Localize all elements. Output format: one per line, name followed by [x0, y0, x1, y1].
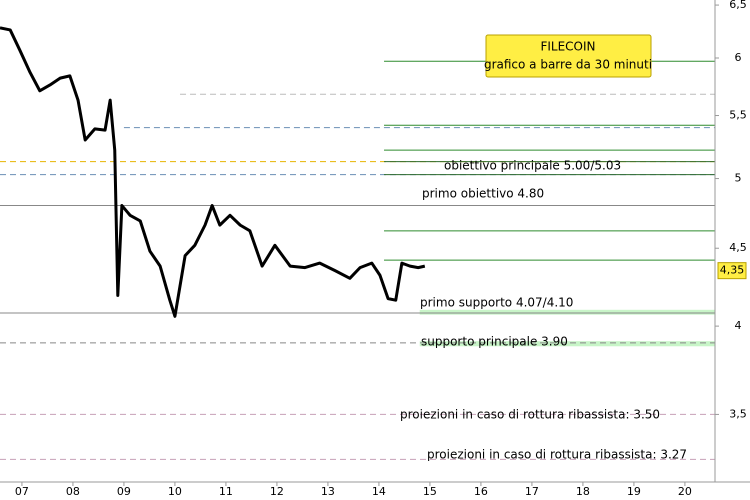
annotation: proiezioni in caso di rottura ribassista…: [427, 448, 687, 462]
x-tick-label: 11: [219, 485, 233, 498]
x-tick-label: 14: [372, 485, 386, 498]
x-tick-label: 19: [627, 485, 641, 498]
annotation: primo supporto 4.07/4.10: [420, 296, 573, 310]
x-tick-label: 10: [168, 485, 182, 498]
x-tick-label: 16: [474, 485, 488, 498]
y-tick-label: 6,5: [729, 0, 747, 11]
x-tick-label: 20: [678, 485, 692, 498]
y-tick-label: 4,5: [729, 241, 747, 254]
last-price-box: [717, 262, 747, 280]
annotation: primo obiettivo 4.80: [422, 187, 544, 201]
x-tick-label: 07: [15, 485, 29, 498]
x-tick-label: 17: [525, 485, 539, 498]
y-tick-label: 3,5: [729, 407, 747, 420]
title-box: [485, 34, 652, 78]
x-tick-label: 13: [321, 485, 335, 498]
price-line: [0, 26, 426, 318]
support-band: [419, 309, 715, 315]
annotation: proiezioni in caso di rottura ribassista…: [400, 408, 660, 422]
x-tick-label: 12: [270, 485, 284, 498]
last-price-label: 4,35: [720, 264, 745, 277]
x-tick-label: 18: [576, 485, 590, 498]
y-tick-label: 5,5: [729, 109, 747, 122]
x-tick-label: 15: [423, 485, 437, 498]
support-band: [419, 341, 715, 347]
y-tick-label: 5: [735, 172, 742, 185]
y-tick-label: 4: [735, 319, 742, 332]
annotation: supporto principale 3.90: [421, 335, 568, 349]
x-tick-label: 09: [117, 485, 131, 498]
y-tick-label: 6: [735, 51, 742, 64]
chart-subtitle: grafico a barre da 30 minuti: [484, 58, 652, 72]
annotation: obiettivo principale 5.00/5.03: [444, 159, 621, 173]
chart-title: FILECOIN: [540, 40, 595, 54]
x-tick-label: 08: [66, 485, 80, 498]
